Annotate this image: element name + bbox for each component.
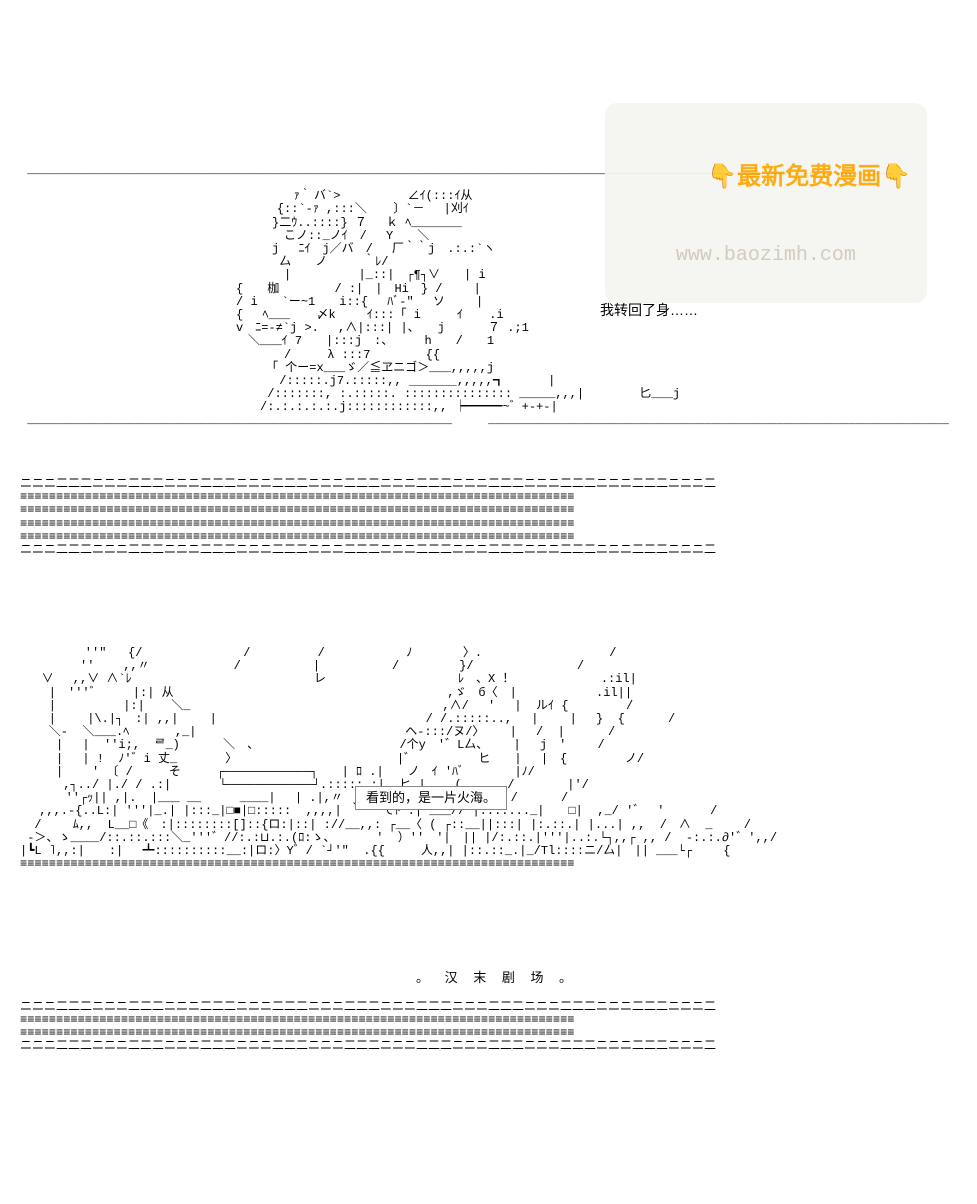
ascii-art-divider: ニニニ二二二ニニニ二二二ニニニ二二二ニニニ二二二ニニニ二二二ニニニ二二二ニニニ二…	[20, 478, 957, 557]
point-down-icon: 👇	[881, 165, 911, 192]
narration-text: 我转回了身……	[600, 303, 698, 318]
ascii-art-fire-scene: ''" {/ / / ﾉ 〉. / '' ,,〃 / | / }/ / ∨ ,,…	[20, 647, 957, 871]
watermark-badge: 👇最新免费漫画👇 www.baozimh.com	[605, 103, 927, 303]
watermark-url: www.baozimh.com	[621, 245, 911, 267]
footer-title: 。 汉 末 剧 场 。	[410, 971, 584, 985]
ascii-art-bottom-band: ニニニ二二二ニニニ二二二ニニニ二二二ニニニ二二二ニニニ二二二ニニニ二二二ニニニ二…	[20, 1001, 957, 1054]
watermark-text: 👇最新免费漫画👇	[621, 139, 911, 218]
point-down-icon: 👇	[707, 165, 737, 192]
speech-bubble: 看到的，是一片火海。	[355, 786, 507, 810]
